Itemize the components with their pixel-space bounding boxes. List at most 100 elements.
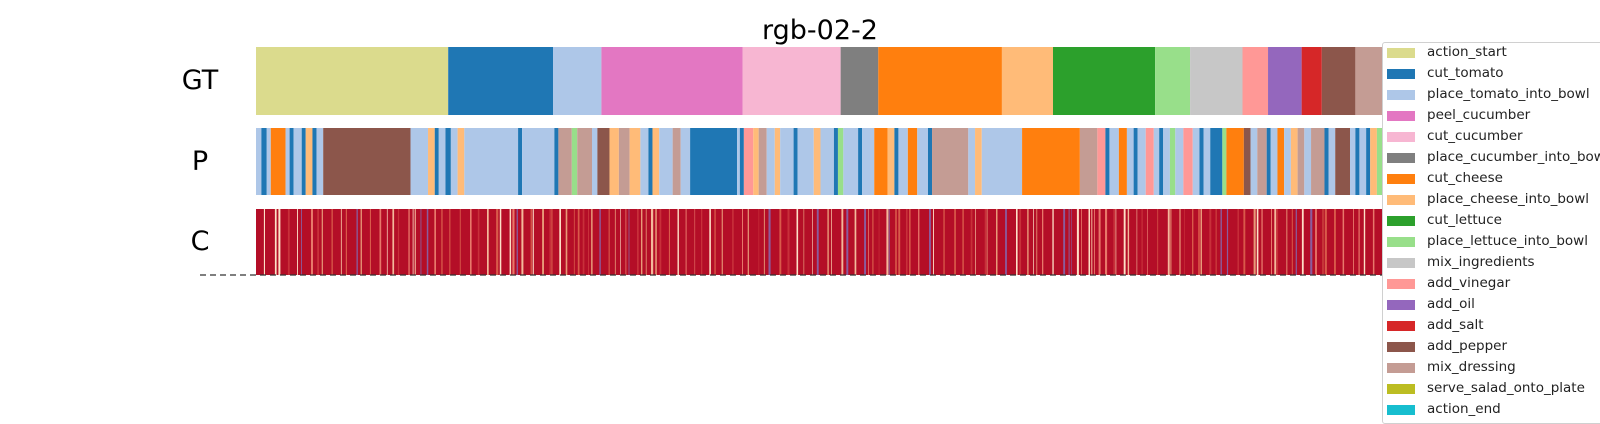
p-segment-cut-tomato	[445, 128, 451, 195]
legend-item-cut-cheese: cut_cheese	[1383, 169, 1600, 190]
legend-item-action-end: action_end	[1383, 400, 1600, 421]
c-segment-tick	[714, 209, 716, 275]
p-segment-mix-dressing	[618, 128, 630, 195]
p-segment-place-tomato-into-bowl	[256, 128, 262, 195]
c-segment-tick	[1198, 209, 1200, 275]
c-segment-tick	[420, 209, 422, 275]
legend-item-action-start: action_start	[1383, 43, 1600, 64]
legend-label: add_salt	[1427, 317, 1484, 333]
gt-segment-cut-cucumber	[742, 47, 841, 115]
c-segment-tick	[311, 209, 313, 275]
c-segment-tick	[628, 209, 630, 275]
legend-swatch	[1387, 300, 1415, 310]
p-segment-cut-cheese	[1277, 128, 1285, 195]
gt-segment-peel-cucumber	[601, 47, 743, 115]
p-segment-place-tomato-into-bowl	[464, 128, 519, 195]
c-segment-tick	[1105, 209, 1108, 275]
legend-item-add-salt: add_salt	[1383, 316, 1600, 337]
c-segment-tick	[742, 209, 743, 275]
c-segment-tick	[397, 209, 400, 275]
c-segment-tick	[758, 209, 760, 275]
c-segment-tick	[1237, 209, 1239, 275]
c-segment-tick	[1274, 209, 1277, 275]
legend-label: add_oil	[1427, 296, 1475, 312]
p-segment-place-tomato-into-bowl	[1163, 128, 1170, 195]
c-segment-tick	[943, 209, 945, 275]
legend-item-mix-ingredients: mix_ingredients	[1383, 253, 1600, 274]
p-segment-place-tomato-into-bowl	[410, 128, 429, 195]
c-segment-tick	[608, 209, 610, 275]
c-segment-tick	[369, 209, 371, 275]
p-segment-place-tomato-into-bowl	[450, 128, 458, 195]
legend-label: add_vinegar	[1427, 275, 1511, 291]
c-segment-tick	[1363, 209, 1366, 275]
c-segment-tick	[331, 209, 333, 275]
p-segment-place-tomato-into-bowl	[1109, 128, 1119, 195]
p-segment-place-tomato-into-bowl	[1304, 128, 1312, 195]
c-segment-tick	[1209, 209, 1212, 275]
p-segment-mix-dressing	[577, 128, 592, 195]
c-segment-tick	[591, 209, 593, 275]
c-segment-tick	[831, 209, 832, 275]
c-segment-tick	[551, 209, 553, 275]
c-segment-tick	[909, 209, 911, 275]
c-segment-tick	[1094, 209, 1095, 275]
c-segment-tick	[386, 209, 388, 275]
c-segment-tick	[685, 209, 687, 275]
c-segment-tick	[878, 209, 880, 275]
p-segment-cut-tomato	[518, 128, 523, 195]
p-segment-cut-tomato	[1324, 128, 1329, 195]
c-segment-tick	[1147, 209, 1148, 275]
c-segment-tick	[496, 209, 499, 275]
legend-label: cut_lettuce	[1427, 212, 1502, 228]
c-segment-tick	[499, 209, 502, 275]
c-segment-tick	[918, 209, 920, 275]
p-segment-cut-cheese	[907, 128, 918, 195]
p-segment-place-tomato-into-bowl	[1137, 128, 1146, 195]
gt-segment-add-salt	[1301, 47, 1322, 115]
c-segment-tick	[379, 209, 382, 275]
c-segment-tick	[1071, 209, 1072, 275]
c-segment-tick	[975, 209, 976, 275]
p-segment-place-tomato-into-bowl	[981, 128, 1023, 195]
c-segment-tick	[970, 209, 973, 275]
p-segment-place-tomato-into-bowl	[1175, 128, 1184, 195]
p-segment-mix-dressing	[932, 128, 969, 195]
c-segment-tick	[1276, 209, 1279, 275]
c-segment-tick	[1301, 209, 1304, 275]
p-segment-add-pepper	[597, 128, 610, 195]
c-segment-tick	[747, 209, 749, 275]
c-segment-tick	[1310, 209, 1313, 275]
c-segment-tick	[532, 209, 534, 275]
legend-swatch	[1387, 174, 1415, 184]
c-segment-tick	[1372, 209, 1375, 275]
p-segment-cut-tomato	[312, 128, 317, 195]
p-segment-cut-tomato	[1355, 128, 1360, 195]
c-segment-tick	[297, 209, 298, 275]
c-segment-tick	[641, 209, 643, 275]
p-segment-place-tomato-into-bowl	[797, 128, 814, 195]
c-segment-tick	[1123, 209, 1126, 275]
p-segment-place-tomato-into-bowl	[316, 128, 324, 195]
legend-swatch	[1387, 153, 1415, 163]
p-segment-place-tomato-into-bowl	[592, 128, 598, 195]
c-row	[256, 209, 1600, 275]
c-segment-tick	[1042, 209, 1044, 275]
c-segment-tick	[1358, 209, 1360, 275]
legend-label: cut_cucumber	[1427, 128, 1523, 144]
p-segment-place-tomato-into-bowl	[266, 128, 271, 195]
legend-item-add-oil: add_oil	[1383, 295, 1600, 316]
p-segment-cut-tomato	[690, 128, 738, 195]
p-segment-place-tomato-into-bowl	[737, 128, 740, 195]
c-segment-tick	[278, 209, 281, 275]
p-segment-add-pepper	[1335, 128, 1351, 195]
c-segment-tick	[360, 209, 362, 275]
c-segment-tick	[1220, 209, 1222, 275]
p-segment-place-tomato-into-bowl	[1328, 128, 1336, 195]
row-label-c: C	[191, 226, 210, 257]
legend-label: place_lettuce_into_bowl	[1427, 233, 1588, 249]
c-segment-tick	[1036, 209, 1038, 275]
p-segment-place-tomato-into-bowl	[968, 128, 976, 195]
p-segment-place-tomato-into-bowl	[293, 128, 302, 195]
c-segment-tick	[854, 209, 857, 275]
